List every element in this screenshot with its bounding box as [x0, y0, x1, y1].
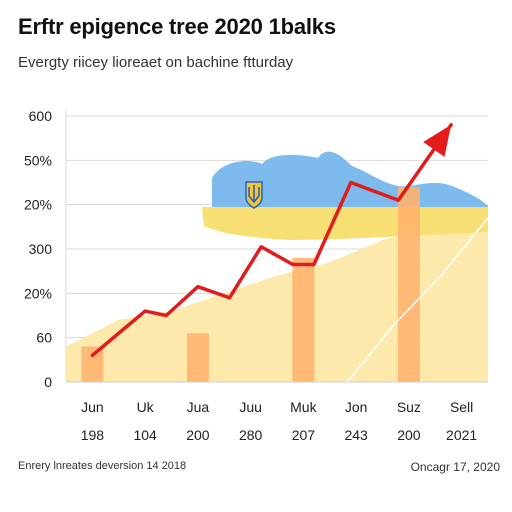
x-tick-label: Suz [397, 399, 421, 415]
x-tick-sublabel: 200 [186, 427, 210, 443]
coat-of-arms-icon [245, 181, 263, 209]
x-tick-label: Uk [137, 399, 155, 415]
arrow-head-icon [423, 124, 452, 157]
x-tick-label: Muk [290, 399, 317, 415]
x-tick-label: Jon [345, 399, 368, 415]
bar [292, 257, 315, 382]
x-tick-sublabel: 243 [344, 427, 368, 443]
x-tick-sublabel: 280 [239, 427, 263, 443]
main-line [90, 123, 453, 358]
bar [81, 346, 104, 382]
secondary-line-series [346, 217, 489, 383]
area-series [66, 222, 488, 382]
chart-title: Erftr epigence tree 2020 1balks [18, 14, 336, 39]
bar-series [81, 186, 420, 382]
y-tick-label: 20% [24, 197, 52, 213]
y-tick-label: 0 [44, 374, 52, 390]
y-tick-label: 20% [24, 285, 52, 301]
area-fill [66, 222, 488, 382]
x-tick-sublabel: 200 [397, 427, 421, 443]
y-tick-label: 600 [29, 108, 53, 124]
y-axis-ticks: 0 60 20% 300 20% 50% 600 [24, 108, 52, 390]
y-tick-label: 60 [36, 330, 52, 346]
footer-date: Oncagr 17, 2020 [410, 460, 500, 474]
bar [397, 186, 420, 382]
chart-subtitle: Evergty riicey lioreaet on bachine fttur… [18, 54, 294, 71]
bar [186, 333, 209, 382]
x-tick-sublabel: 104 [133, 427, 157, 443]
x-tick-sublabel: 207 [292, 427, 316, 443]
x-axis-ticks: Jun 198 Uk 104 Jua 200 Juu 280 Muk 207 Jon 243 Suz 20… [81, 399, 478, 443]
y-tick-label: 300 [29, 241, 53, 257]
footer-source: Enrery lnreates deversion 14 2018 [18, 460, 187, 472]
secondary-line [346, 217, 489, 383]
main-line-series [90, 123, 453, 358]
x-tick-sublabel: 198 [81, 427, 105, 443]
x-tick-sublabel: 2021 [446, 427, 477, 443]
x-tick-label: Sell [450, 399, 473, 415]
x-tick-label: Jua [187, 399, 210, 415]
x-tick-label: Juu [239, 399, 262, 415]
y-tick-label: 50% [24, 152, 52, 168]
x-tick-label: Jun [81, 399, 104, 415]
